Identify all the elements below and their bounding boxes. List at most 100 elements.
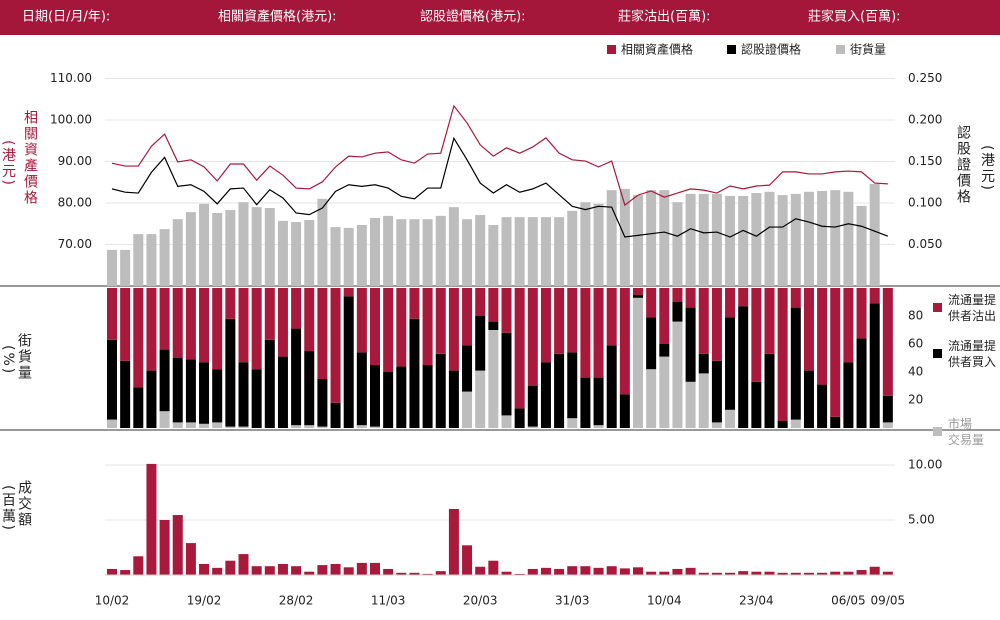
bar-segment: [356, 425, 367, 428]
bar-segment: [435, 353, 446, 428]
bar: [672, 202, 683, 286]
bar: [356, 224, 367, 286]
y-tick-label: 80: [908, 309, 923, 323]
bar: [356, 562, 367, 575]
bar: [764, 571, 775, 575]
bar-segment: [672, 321, 683, 428]
bar: [843, 571, 854, 575]
bar: [777, 195, 788, 286]
bar-segment: [120, 360, 131, 428]
bar-segment: [593, 377, 604, 426]
bar-segment: [803, 288, 814, 371]
bar: [107, 568, 117, 575]
y2-axis-unit: (港元): [979, 145, 995, 192]
bar-segment: [251, 369, 262, 428]
bar-segment: [711, 360, 722, 423]
bar-segment: [633, 288, 643, 295]
bar: [817, 572, 828, 575]
y-tick-label: 90.00: [58, 154, 92, 168]
bar-segment: [882, 422, 893, 428]
bar: [448, 207, 459, 286]
bar: [869, 566, 880, 575]
bar-segment: [803, 370, 814, 428]
bar: [554, 217, 565, 286]
bar-segment: [540, 362, 551, 428]
legend-swatch: [933, 303, 942, 312]
bar-segment: [238, 288, 249, 363]
bar: [698, 193, 709, 286]
bar: [619, 568, 630, 575]
bar: [738, 195, 749, 286]
bar-segment: [698, 288, 709, 354]
bar: [830, 571, 841, 575]
bar: [317, 198, 328, 286]
bar-segment: [133, 288, 144, 388]
bar: [501, 571, 512, 575]
header-label: 莊家買入(百萬):: [808, 9, 901, 25]
bar-segment: [738, 306, 749, 428]
bar: [462, 219, 473, 286]
y-tick-label: 20: [908, 393, 923, 407]
bar: [554, 568, 565, 575]
bar: [185, 212, 196, 286]
bar-segment: [107, 288, 117, 340]
bar-segment: [711, 422, 722, 428]
bar-segment: [790, 419, 801, 428]
bar: [199, 203, 210, 286]
bar-segment: [422, 365, 433, 428]
bar-segment: [238, 426, 249, 428]
bar: [225, 560, 236, 575]
bar-segment: [409, 288, 420, 319]
bar: [291, 222, 302, 286]
bar: [172, 515, 183, 575]
bar: [540, 567, 551, 575]
bar-segment: [330, 288, 341, 403]
legend-label: 流通量提供者沽出: [948, 292, 996, 323]
bar: [659, 571, 670, 575]
y-tick-label: 70.00: [58, 237, 92, 251]
bar-segment: [606, 345, 617, 428]
bar-segment: [185, 422, 196, 428]
bar-segment: [225, 426, 236, 428]
bar-segment: [817, 288, 828, 385]
bar: [277, 564, 288, 575]
y-axis-unit: (百萬): [0, 485, 16, 532]
bar: [212, 212, 223, 286]
bar-segment: [856, 288, 867, 339]
x-tick-label: 10/02: [95, 594, 130, 608]
bar: [212, 567, 223, 575]
legend-label: 相關資產價格: [621, 42, 693, 57]
bar: [277, 220, 288, 286]
y-tick-label: 40: [908, 365, 923, 379]
bar: [527, 217, 538, 286]
x-tick-label: 28/02: [279, 594, 314, 608]
bar-segment: [212, 288, 223, 370]
bar: [659, 190, 670, 286]
legend-swatch: [607, 45, 616, 54]
bar-segment: [475, 316, 486, 371]
y-axis-label: 相關資產價格: [22, 110, 38, 206]
bar-segment: [725, 409, 736, 428]
y-axis-label: 成交額: [16, 480, 32, 528]
bar: [120, 570, 131, 575]
bar-segment: [764, 353, 775, 428]
bar: [830, 190, 841, 286]
bar: [159, 229, 170, 286]
x-tick-label: 09/05: [871, 594, 906, 608]
bar-segment: [725, 288, 736, 318]
x-tick-label: 20/03: [463, 594, 498, 608]
bar: [711, 572, 722, 575]
bar-segment: [593, 425, 604, 428]
bar-segment: [580, 377, 591, 428]
bar-segment: [264, 339, 275, 428]
bar: [291, 566, 302, 575]
bar-segment: [159, 349, 170, 412]
bar: [711, 193, 722, 286]
y2-tick-label: 0.100: [908, 196, 942, 210]
bar: [264, 566, 275, 575]
bar-segment: [711, 288, 722, 361]
bar: [751, 571, 762, 575]
bar: [383, 568, 394, 575]
legend-label: 市場交易量: [948, 416, 984, 447]
